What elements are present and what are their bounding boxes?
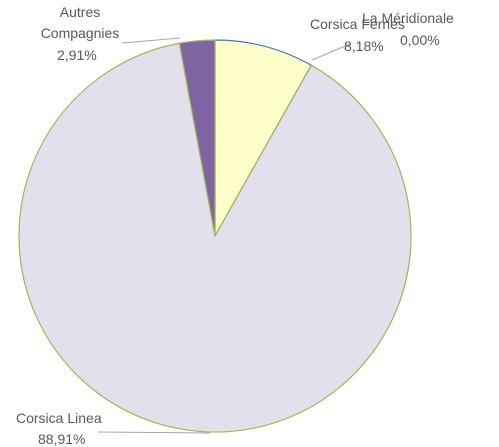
pie-slice [178, 39, 216, 237]
leader-line [97, 431, 211, 434]
slice-label: Corsica Linea [16, 410, 102, 426]
pie-slice [214, 39, 313, 239]
slice-label: La Méridionale [362, 10, 454, 26]
leader-line [121, 37, 181, 44]
slice-label: Autres Compagnies [40, 4, 120, 41]
value-label: 88,91% [38, 431, 86, 447]
value-label: 0,00% [400, 32, 440, 48]
value-label: 2,91% [57, 47, 97, 63]
leader-line [311, 43, 351, 61]
slice-label: Corsica Ferries [310, 16, 405, 32]
value-label: 8,18% [344, 38, 384, 54]
pie-slice [18, 42, 412, 433]
